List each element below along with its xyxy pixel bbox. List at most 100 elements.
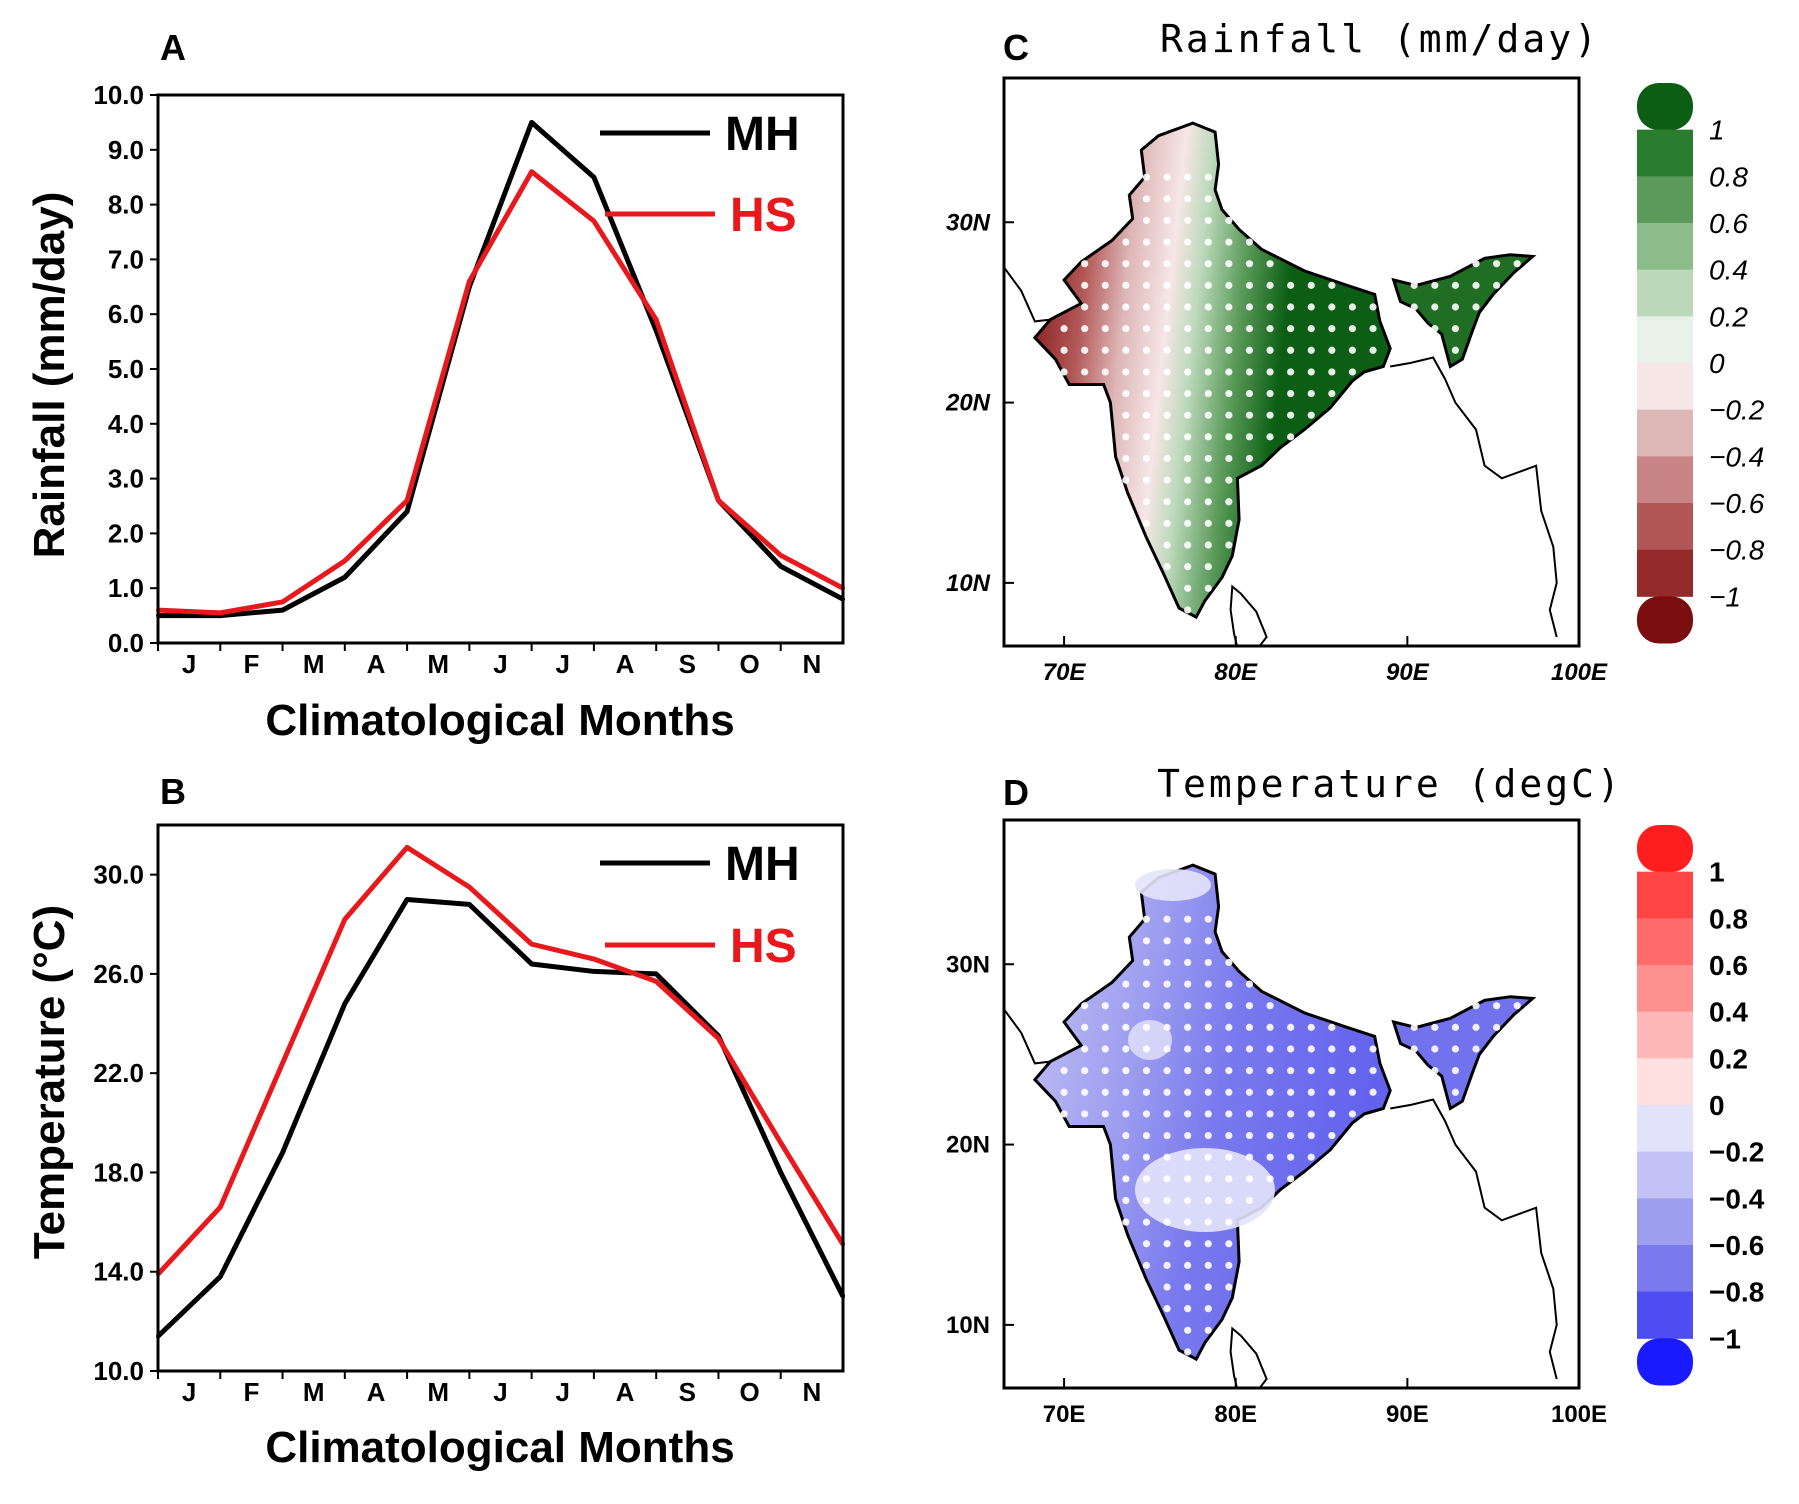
significance-dot xyxy=(1513,1002,1521,1010)
significance-dot xyxy=(1184,937,1192,945)
lat-tick-label: 30N xyxy=(946,209,991,236)
significance-dot xyxy=(1287,389,1295,398)
significance-dot xyxy=(1184,1326,1192,1334)
colorbar-segment xyxy=(1637,965,1693,1013)
significance-dot xyxy=(1142,1240,1151,1248)
significance-dot xyxy=(1184,498,1192,506)
significance-dot xyxy=(1287,1023,1295,1031)
panel-a-label: A xyxy=(160,27,186,68)
significance-dot xyxy=(1266,411,1274,419)
significance-dot xyxy=(1184,958,1192,967)
panel-b-label: B xyxy=(160,771,186,812)
significance-dot xyxy=(1204,958,1212,967)
significance-dot xyxy=(1184,1283,1192,1291)
significance-dot xyxy=(1204,195,1212,203)
significance-dot xyxy=(1163,476,1171,484)
significance-dot xyxy=(1245,1110,1254,1118)
significance-dot xyxy=(1493,1002,1501,1010)
significance-dot xyxy=(1184,1088,1192,1096)
significance-dot xyxy=(1142,281,1151,289)
significance-dot xyxy=(1184,1261,1192,1269)
significance-dot xyxy=(1163,216,1171,225)
panel-a-legend: MH HS xyxy=(600,108,800,242)
data-point-mh xyxy=(342,575,347,580)
map-c-frame xyxy=(1002,76,1581,648)
significance-dot xyxy=(1184,216,1192,225)
significance-dot xyxy=(1101,325,1109,333)
significance-dot xyxy=(1513,260,1521,268)
significance-dot xyxy=(1204,303,1212,311)
significance-dot xyxy=(1369,346,1377,354)
significance-dot xyxy=(1307,1110,1315,1118)
significance-dot xyxy=(1245,1175,1254,1183)
significance-dot xyxy=(1163,1153,1171,1161)
significance-dot xyxy=(1307,1067,1315,1075)
significance-dot xyxy=(1184,238,1192,246)
significance-dot xyxy=(1204,519,1212,527)
significance-dot xyxy=(1184,1196,1192,1205)
data-point-mh xyxy=(405,897,410,902)
significance-dot xyxy=(1142,325,1151,333)
significance-dot xyxy=(1142,1153,1151,1161)
significance-dot xyxy=(1122,1067,1130,1075)
significance-dot xyxy=(1204,937,1212,945)
significance-dot xyxy=(1163,346,1171,354)
significance-dot xyxy=(1225,980,1233,988)
significance-dot xyxy=(1081,260,1089,268)
significance-dot xyxy=(1431,303,1439,311)
significance-dot xyxy=(1493,260,1501,268)
significance-dot xyxy=(1225,1218,1233,1226)
significance-dot xyxy=(1287,1175,1295,1183)
significance-dot xyxy=(1142,433,1151,441)
significance-dot xyxy=(1328,346,1336,354)
significance-dot xyxy=(1493,281,1501,289)
significance-dot xyxy=(1266,303,1274,311)
y-tick-label: 30.0 xyxy=(93,860,144,890)
data-point-hs xyxy=(342,558,347,563)
significance-dot xyxy=(1142,411,1151,419)
map-d-axes: 70E 80E 90E 100E 10N 20N 30N xyxy=(946,951,1607,1428)
significance-dot xyxy=(1225,1240,1233,1248)
significance-dot xyxy=(1122,454,1130,463)
significance-dot xyxy=(1225,238,1233,246)
significance-dot xyxy=(1348,1110,1357,1118)
lon-tick-label: 70E xyxy=(1043,1401,1086,1428)
significance-dot xyxy=(1451,325,1460,333)
significance-dot xyxy=(1328,1110,1336,1118)
significance-dot xyxy=(1225,368,1233,376)
significance-dot xyxy=(1287,1045,1295,1053)
colorbar-segment xyxy=(1637,549,1693,597)
significance-dot xyxy=(1369,1045,1377,1053)
significance-dot xyxy=(1204,1045,1212,1053)
x-tick-label: A xyxy=(367,1377,386,1407)
significance-dot xyxy=(1472,1023,1480,1031)
data-point-hs xyxy=(529,942,534,947)
significance-dot xyxy=(1472,281,1480,289)
data-point-hs xyxy=(218,1205,223,1210)
x-tick-label: J xyxy=(556,649,570,679)
significance-dot xyxy=(1163,1175,1171,1183)
colorbar-label: 1 xyxy=(1709,857,1725,888)
significance-dot xyxy=(1142,915,1151,923)
colorbar-segment xyxy=(1637,129,1693,177)
significance-dot xyxy=(1204,238,1212,246)
significance-dot xyxy=(1204,1002,1212,1010)
colorbar-label: −0.8 xyxy=(1709,1277,1764,1308)
significance-dot xyxy=(1307,1088,1315,1096)
significance-dot xyxy=(1245,238,1254,246)
significance-dot xyxy=(1245,1067,1254,1075)
significance-dot xyxy=(1163,1110,1171,1118)
colorbar-label: 0 xyxy=(1709,348,1725,379)
significance-dot xyxy=(1184,1045,1192,1053)
significance-dot xyxy=(1307,1023,1315,1031)
significance-dot xyxy=(1163,1240,1171,1248)
map-c-significance-dots xyxy=(1060,173,1521,614)
panel-a-xlabel: Climatological Months xyxy=(265,696,734,745)
significance-dot xyxy=(1163,389,1171,398)
significance-dot xyxy=(1266,325,1274,333)
significance-dot xyxy=(1142,1131,1151,1140)
colorbar-label: −1 xyxy=(1709,1323,1741,1354)
significance-dot xyxy=(1163,368,1171,376)
map-c-colorbar: 1 0.8 0.6 0.4 0.2 0 −0.2 −0.4 −0.6 −0.8 −1 xyxy=(1637,83,1765,644)
significance-dot xyxy=(1307,1131,1315,1140)
